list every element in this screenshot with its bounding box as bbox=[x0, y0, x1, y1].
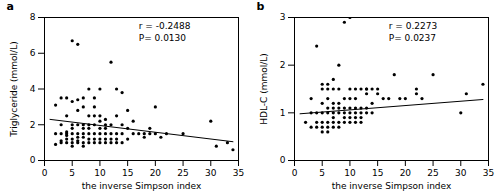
svg-text:the inverse Simpson index: the inverse Simpson index bbox=[82, 181, 202, 191]
svg-text:0: 0 bbox=[292, 168, 298, 178]
svg-text:2: 2 bbox=[30, 120, 36, 130]
svg-text:15: 15 bbox=[122, 168, 133, 178]
svg-text:HDL-C (mmol/L): HDL-C (mmol/L) bbox=[259, 53, 269, 125]
svg-text:a: a bbox=[7, 0, 14, 13]
svg-text:4: 4 bbox=[30, 84, 36, 94]
svg-text:8: 8 bbox=[30, 12, 36, 22]
svg-text:15: 15 bbox=[372, 168, 383, 178]
svg-text:35: 35 bbox=[483, 168, 494, 178]
svg-text:the inverse Simpson index: the inverse Simpson index bbox=[332, 181, 452, 191]
svg-text:20: 20 bbox=[400, 168, 412, 178]
svg-text:r = -0.2488P= 0.0130: r = -0.2488P= 0.0130 bbox=[139, 21, 191, 43]
svg-text:20: 20 bbox=[150, 168, 162, 178]
svg-text:10: 10 bbox=[344, 168, 356, 178]
svg-text:2: 2 bbox=[280, 60, 286, 70]
svg-text:0: 0 bbox=[42, 168, 48, 178]
svg-text:1: 1 bbox=[280, 108, 286, 118]
svg-text:r = 0.2273P= 0.0237: r = 0.2273P= 0.0237 bbox=[389, 21, 437, 43]
svg-text:6: 6 bbox=[30, 48, 36, 58]
svg-text:35: 35 bbox=[233, 168, 244, 178]
svg-text:25: 25 bbox=[427, 168, 438, 178]
svg-text:0: 0 bbox=[30, 155, 36, 165]
svg-text:b: b bbox=[257, 0, 265, 13]
svg-text:30: 30 bbox=[455, 168, 467, 178]
svg-text:5: 5 bbox=[319, 168, 325, 178]
svg-text:0: 0 bbox=[280, 155, 286, 165]
svg-text:25: 25 bbox=[177, 168, 188, 178]
svg-text:5: 5 bbox=[69, 168, 75, 178]
svg-text:10: 10 bbox=[94, 168, 106, 178]
svg-text:Triglyceride (mmol/L): Triglyceride (mmol/L) bbox=[9, 41, 19, 137]
svg-text:3: 3 bbox=[280, 12, 286, 22]
svg-text:30: 30 bbox=[205, 168, 217, 178]
